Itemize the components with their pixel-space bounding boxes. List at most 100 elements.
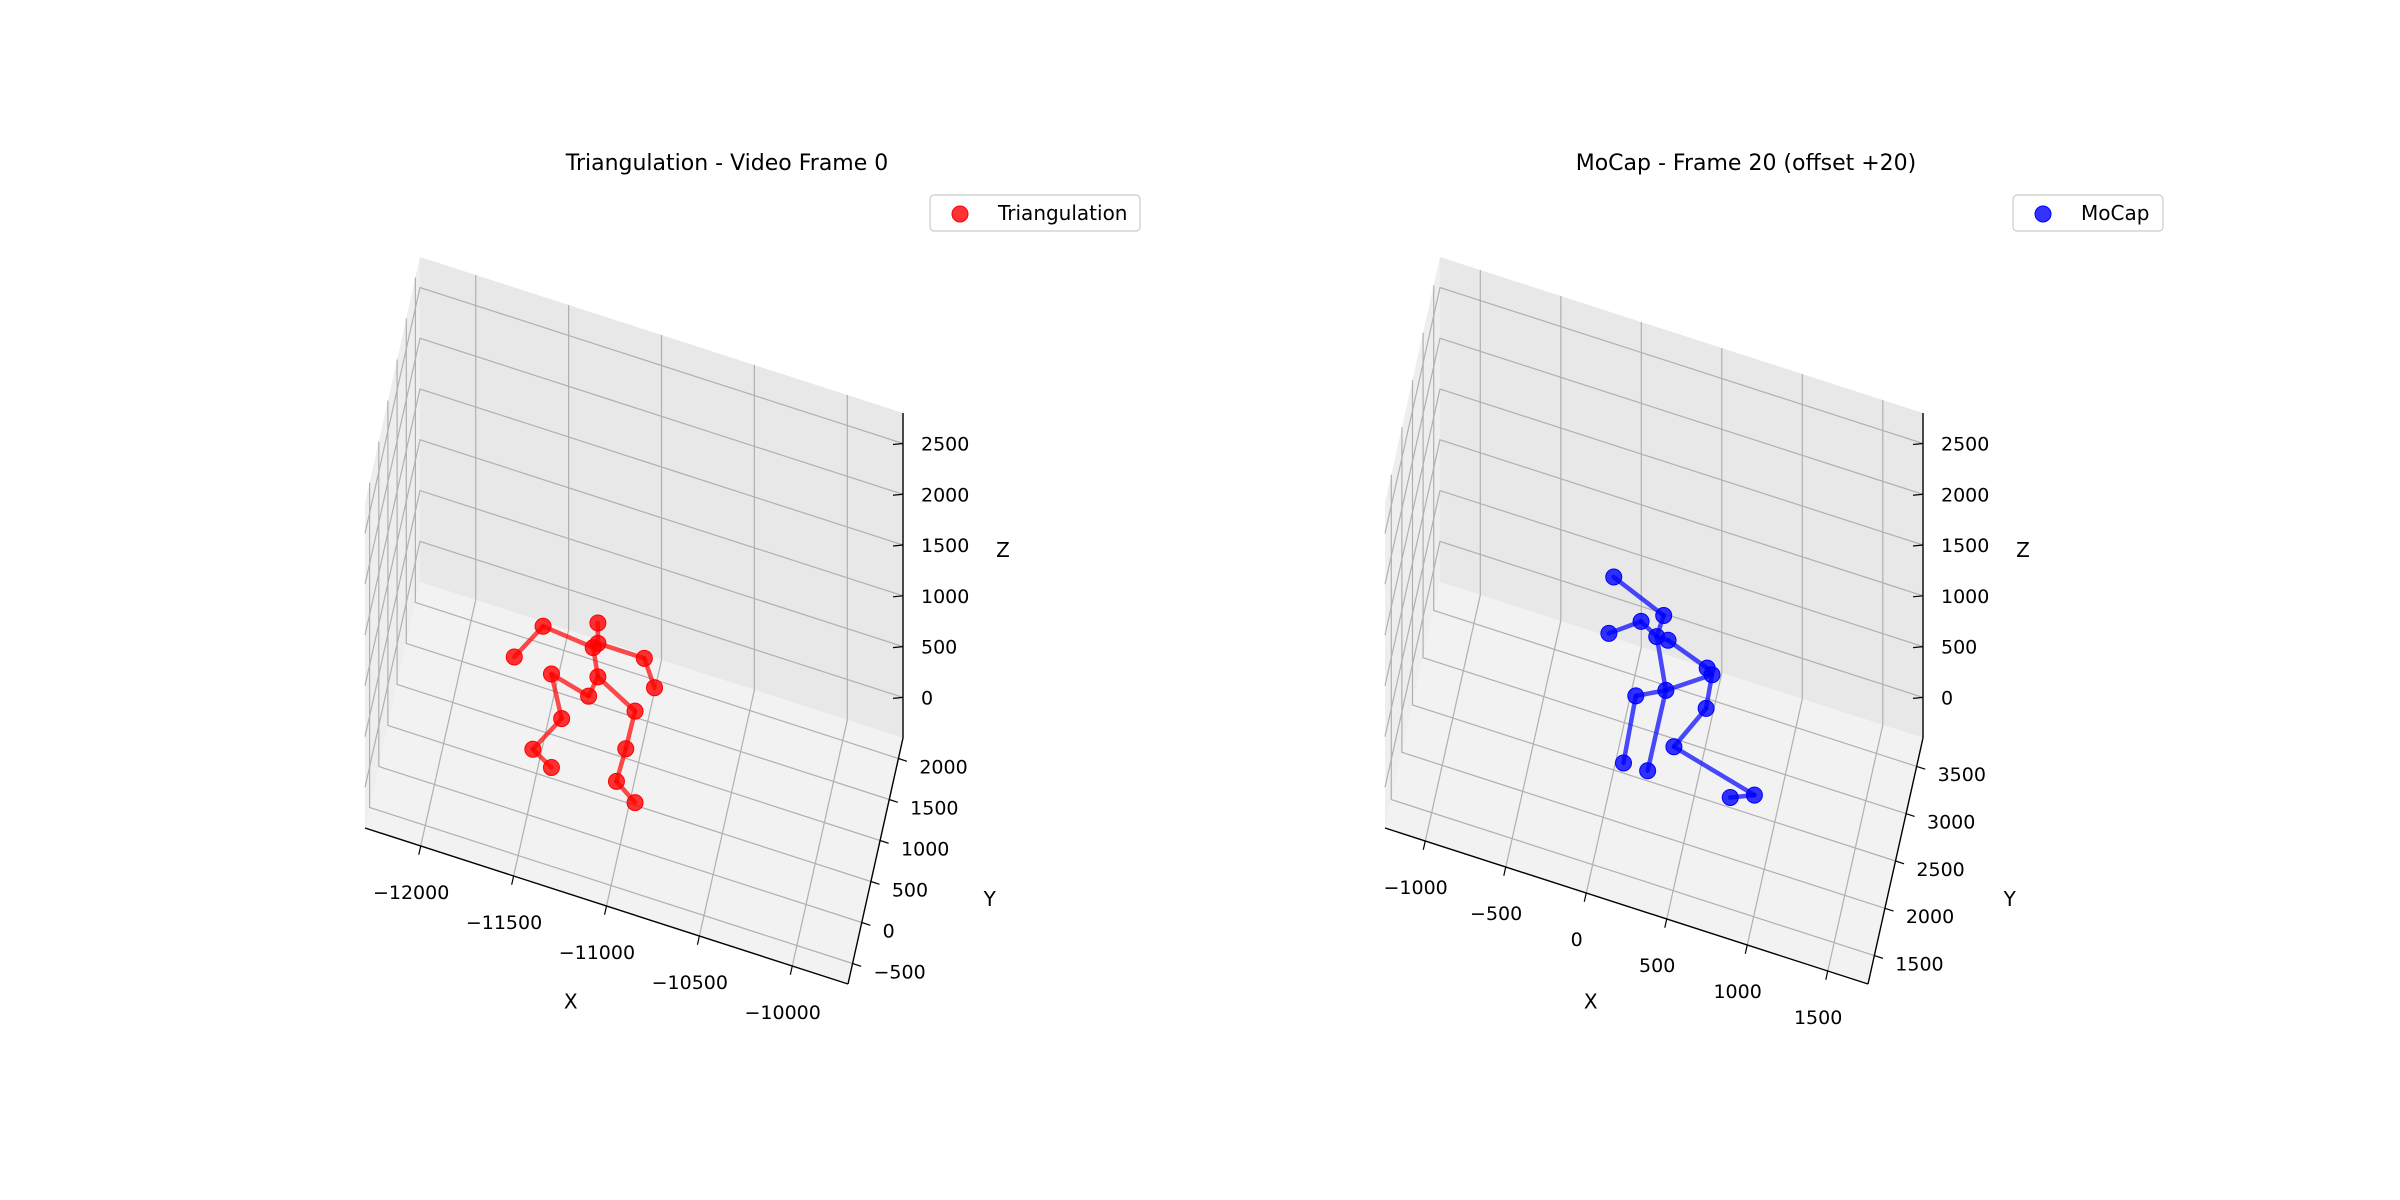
legend-marker [2034, 205, 2052, 223]
z-tick-label: 1500 [921, 535, 969, 557]
joint-point [584, 639, 602, 657]
x-tick [789, 965, 793, 975]
y-tick-label: 1000 [901, 838, 949, 860]
z-tick [1912, 595, 1924, 598]
joint-point [1665, 738, 1683, 756]
gridline-z [364, 540, 904, 788]
gridline-z [364, 388, 904, 636]
joint-point [524, 740, 542, 758]
joint-point [542, 758, 560, 776]
gridline-x [1424, 270, 1481, 842]
y-tick-label: 2000 [1906, 906, 1954, 928]
gridline-x [1746, 374, 1803, 946]
y-axis-label: Y [2003, 887, 2017, 911]
joint-point [1639, 762, 1657, 780]
x-tick-label: −10500 [652, 972, 728, 994]
series-mocap [1600, 568, 1763, 806]
x-tick-label: −11000 [559, 942, 635, 964]
joint-point [646, 679, 664, 697]
subplot-mocap: MoCap - Frame 20 (offset +20) −1000 −500 0… [1384, 151, 2164, 1029]
gridline-z [364, 337, 904, 585]
chart-title: MoCap - Frame 20 (offset +20) [1576, 151, 1917, 176]
x-tick [1503, 866, 1507, 876]
y-tick [879, 839, 889, 844]
z-tick-label: 2000 [1941, 484, 1989, 506]
z-tick [1912, 645, 1924, 649]
chart-title: Triangulation - Video Frame 0 [565, 151, 889, 176]
gridline-y [387, 400, 872, 883]
joint-point [626, 794, 644, 812]
z-tick-label: 500 [921, 637, 957, 659]
y-tick [898, 757, 908, 762]
joint-point [1655, 606, 1673, 624]
gridline-z [1384, 439, 1924, 686]
legend-box [929, 194, 1141, 232]
gridline-y [369, 482, 853, 965]
joint-point [553, 710, 571, 728]
y-tick-label: 1500 [1895, 953, 1943, 975]
joint-point [1615, 754, 1633, 772]
gridline-y [405, 318, 890, 801]
legend-label: Triangulation [997, 201, 1127, 225]
z-axis-label: Z [996, 538, 1010, 562]
y-tick-label: 500 [892, 879, 928, 901]
x-tick-label: 0 [1571, 929, 1583, 951]
joint-point [534, 617, 552, 635]
joint-point [626, 702, 644, 720]
z-tick [892, 544, 904, 547]
joint-point [1745, 786, 1763, 804]
z-tick [892, 595, 904, 598]
joint-point [617, 740, 635, 758]
legend-marker [951, 205, 969, 223]
skeleton-bone [1654, 634, 1669, 693]
gridline-y [414, 277, 899, 760]
y-axis-line [847, 737, 904, 985]
gridline-x [605, 335, 663, 907]
legend-box [2012, 194, 2164, 232]
z-tick [1912, 696, 1924, 699]
x-tick-label: 1000 [1713, 981, 1761, 1003]
gridline-x [420, 275, 477, 847]
gridline-x [1827, 400, 1884, 972]
gridline-x [698, 365, 756, 937]
x-tick [418, 845, 422, 855]
z-tick [1912, 442, 1924, 446]
gridline-x [1505, 296, 1562, 868]
y-tick [870, 880, 880, 885]
gridline-z [1384, 489, 1924, 737]
joint-point [1605, 568, 1623, 586]
y-tick-label: −500 [874, 961, 926, 983]
gridline-y [378, 441, 862, 924]
gridline-y [1422, 332, 1907, 815]
y-tick [1874, 955, 1884, 959]
skeleton-bone [1611, 574, 1666, 618]
z-tick-label: 2500 [1941, 433, 1989, 455]
gridline-y [396, 359, 881, 842]
legend: MoCap [2012, 194, 2164, 232]
z-tick [1912, 493, 1924, 496]
joint-point [1632, 612, 1650, 630]
gridline-z [364, 489, 904, 737]
x-tick [1825, 970, 1829, 980]
x-tick [1422, 840, 1426, 850]
gridline-z [1384, 388, 1924, 636]
tick-marks [1422, 442, 1926, 980]
x-axis-line [1384, 827, 1869, 985]
x-axis-label: X [564, 990, 578, 1014]
z-tick [892, 645, 904, 649]
x-tick-label: −500 [1470, 903, 1522, 925]
z-tick [1912, 544, 1924, 547]
joint-point [580, 687, 598, 705]
joint-point [1703, 666, 1721, 684]
z-tick [892, 493, 904, 496]
joint-point [589, 668, 607, 686]
skeleton-bone [1671, 744, 1757, 798]
gridline-y [1390, 474, 1875, 957]
skeleton-bone [1645, 688, 1669, 774]
joint-point [542, 665, 560, 683]
y-axis-label: Y [983, 887, 997, 911]
z-tick-label: 1000 [921, 586, 969, 608]
gridline-z [1384, 286, 1924, 534]
z-tick-label: 2500 [921, 433, 969, 455]
